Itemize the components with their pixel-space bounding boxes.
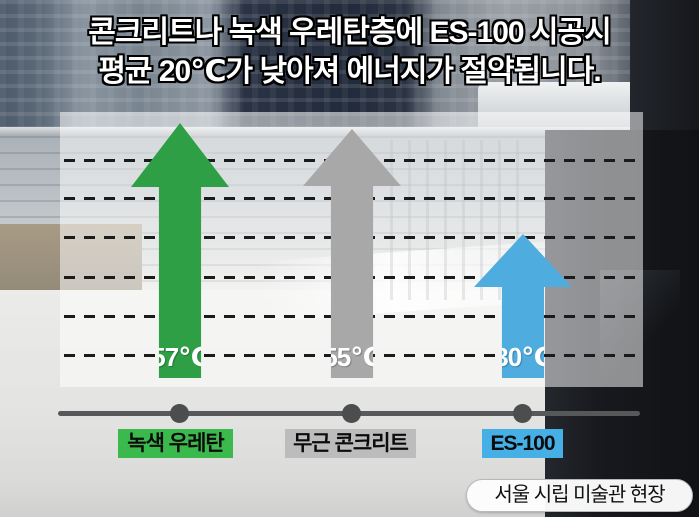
value-label-green-urethane: 57℃ <box>151 342 209 372</box>
title-line-2: 평균 20℃가 낮아져 에너지가 절약됩니다. <box>98 55 601 88</box>
category-label-green-urethane: 녹색 우레탄 <box>118 429 233 458</box>
category-label-plain-concrete: 무근 콘크리트 <box>285 429 416 458</box>
site-location-badge: 서울 시립 미술관 현장 <box>466 479 693 512</box>
axis-dot-green-urethane <box>170 404 189 423</box>
title-line-1: 콘크리트나 녹색 우레탄층에 ES-100 시공시 <box>88 16 611 49</box>
infographic-title: 콘크리트나 녹색 우레탄층에 ES-100 시공시 평균 20℃가 낮아져 에너… <box>0 13 699 91</box>
axis-dot-es100 <box>513 404 532 423</box>
value-label-plain-concrete: 55℃ <box>323 342 381 372</box>
value-label-es100: 30℃ <box>494 342 552 372</box>
category-label-es100: ES-100 <box>482 429 563 458</box>
axis-dot-plain-concrete <box>342 404 361 423</box>
